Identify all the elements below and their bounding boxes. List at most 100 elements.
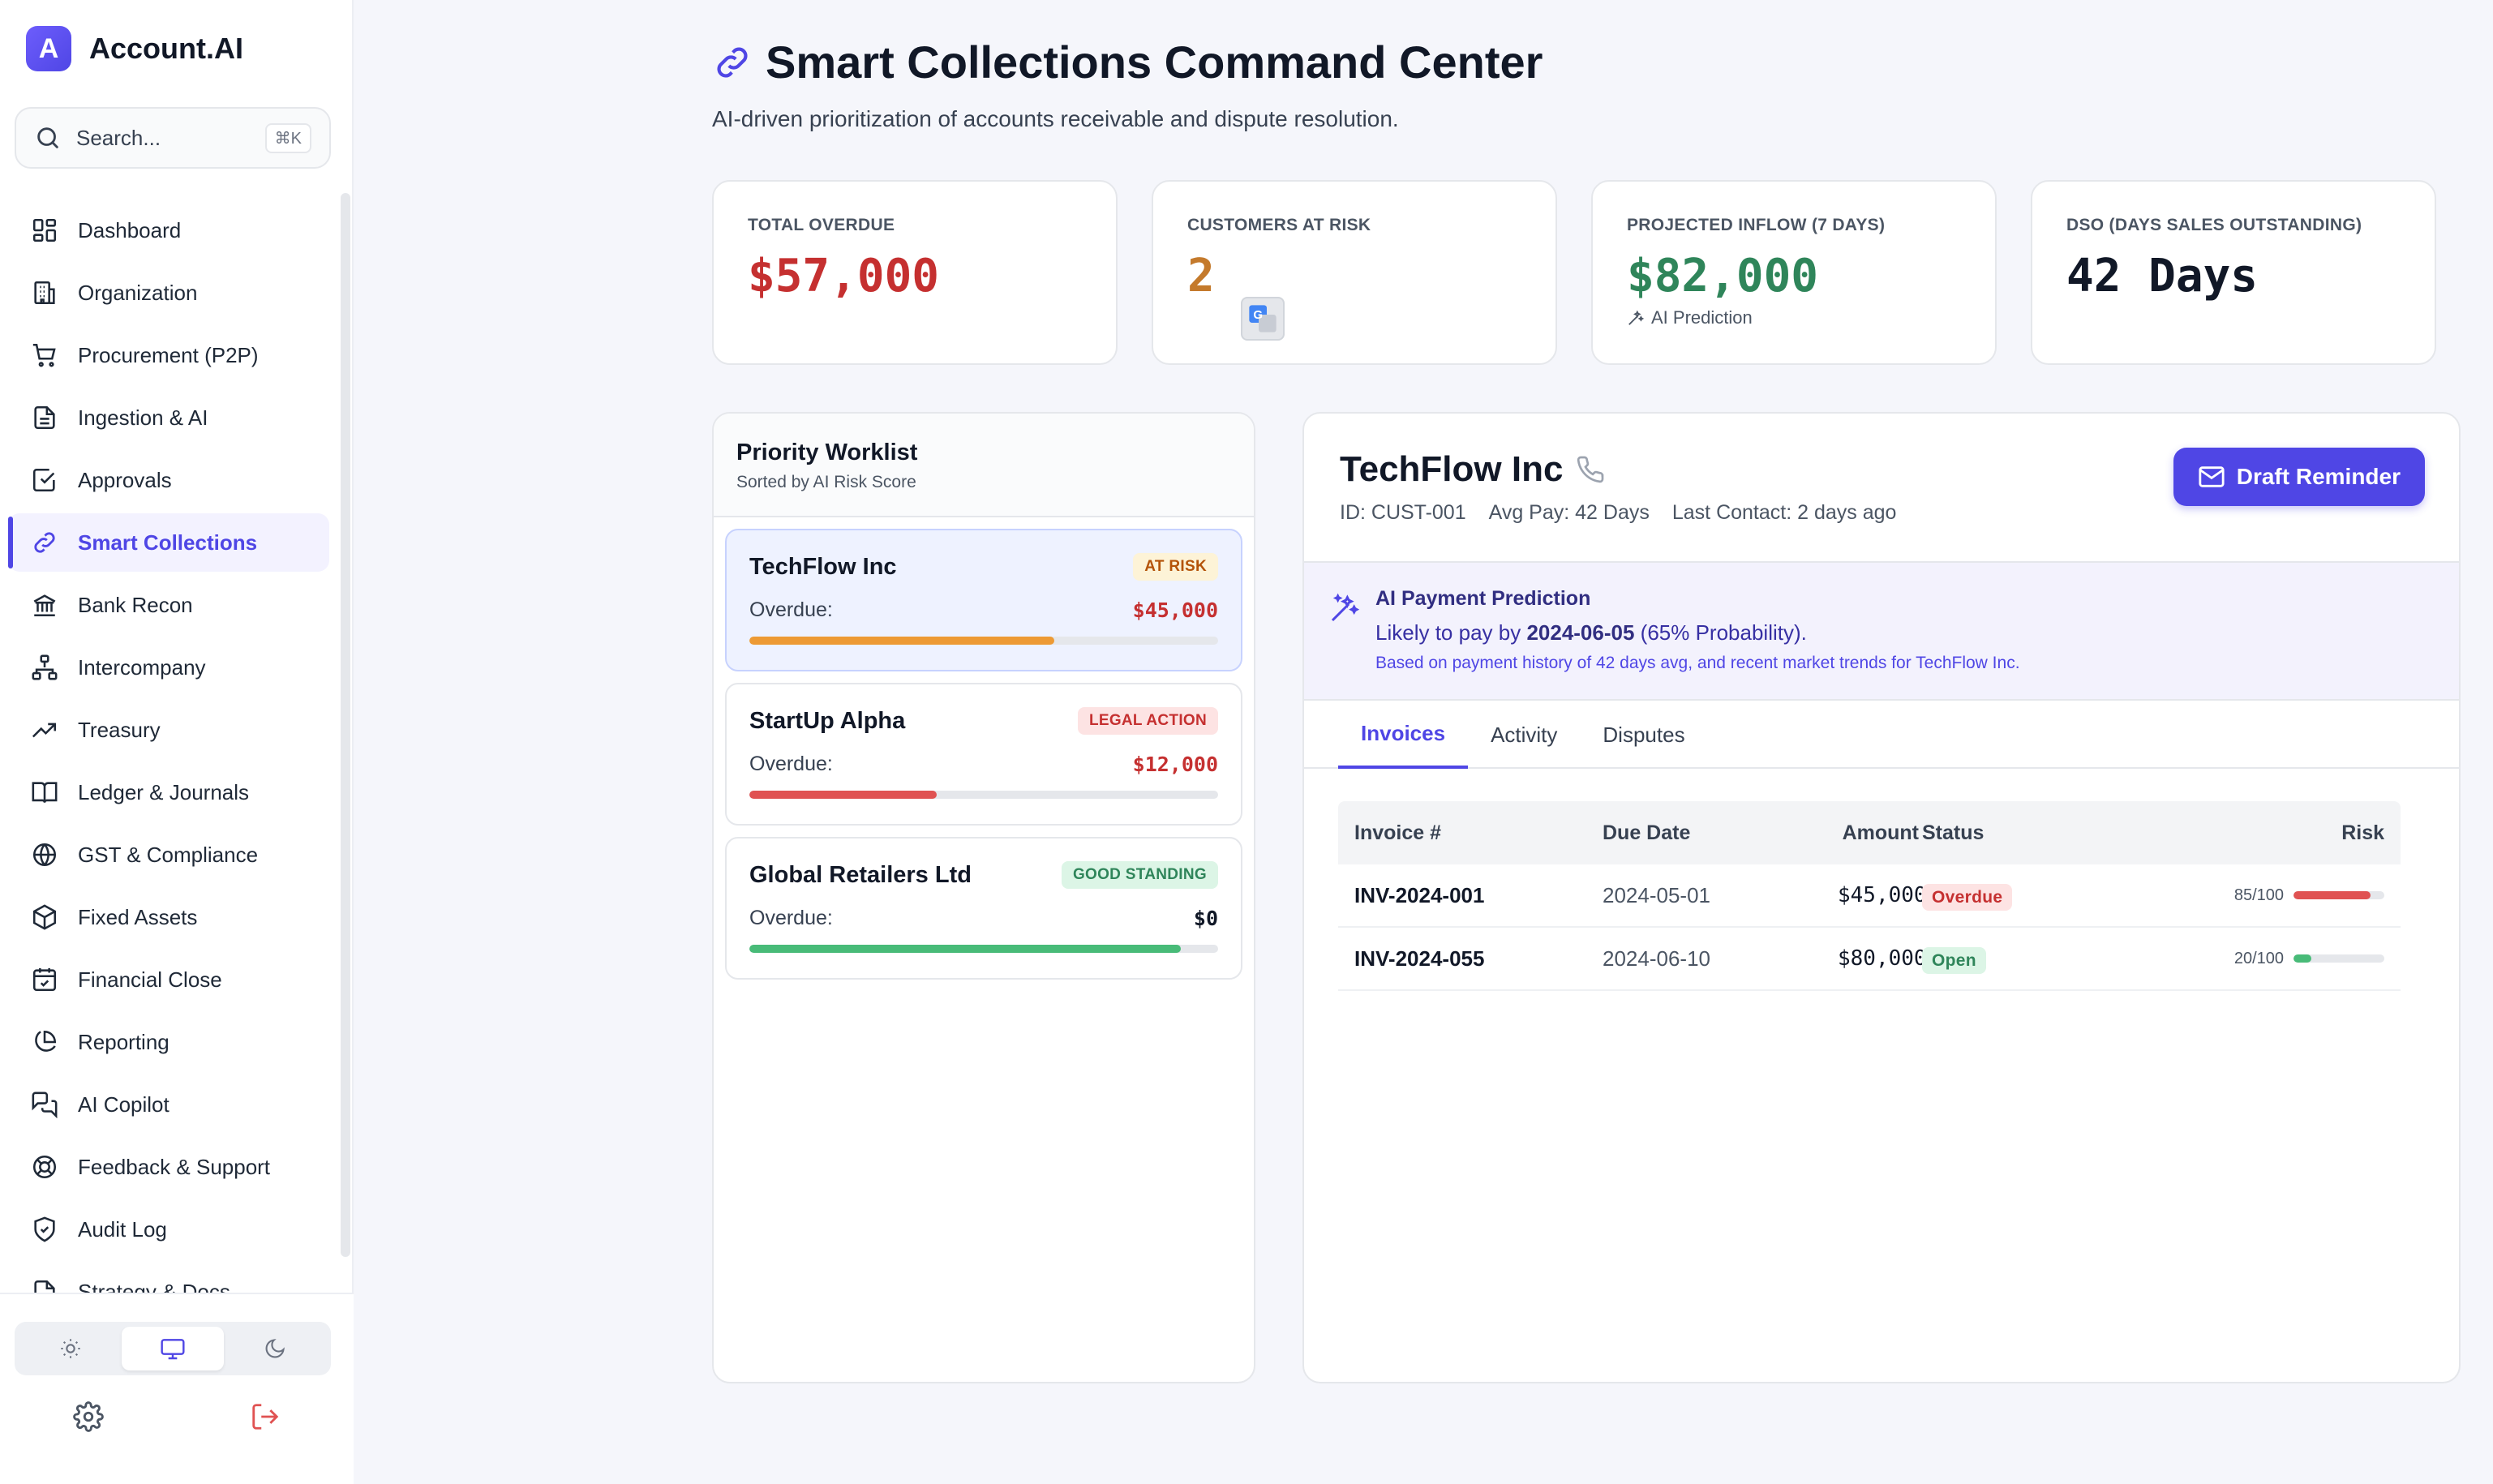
stat-value: $57,000 xyxy=(748,250,940,302)
settings-gear-icon[interactable] xyxy=(73,1401,104,1432)
sidebar-item-reporting[interactable]: Reporting xyxy=(8,1013,329,1071)
customer-last-contact: Last Contact: 2 days ago xyxy=(1671,501,1897,524)
sidebar-item-approvals[interactable]: Approvals xyxy=(8,451,329,509)
stat-label: TOTAL OVERDUE xyxy=(748,216,895,234)
sidebar-item-financial-close[interactable]: Financial Close xyxy=(8,950,329,1009)
theme-switch xyxy=(15,1322,331,1375)
risk-fill xyxy=(2293,954,2312,963)
invoice-number: INV-2024-001 xyxy=(1354,882,1485,907)
sidebar-item-ingestion[interactable]: Ingestion & AI xyxy=(8,388,329,447)
col-invoice: Invoice # xyxy=(1354,821,1441,844)
translate-icon[interactable]: G xyxy=(1241,297,1285,341)
sidebar-item-organization[interactable]: Organization xyxy=(8,264,329,322)
calendar-check-icon xyxy=(32,967,57,992)
google-translate-glyph: G xyxy=(1249,305,1277,332)
book-open-icon xyxy=(32,782,58,803)
theme-dark-button[interactable] xyxy=(224,1327,326,1370)
phone-icon[interactable] xyxy=(1576,455,1605,484)
ai-prediction-box: AI Payment Prediction Likely to pay by 2… xyxy=(1304,561,2459,701)
customer-name: TechFlow Inc xyxy=(749,553,897,580)
sidebar: A Account.AI Search... ⌘K Dashboard Orga… xyxy=(0,0,354,1484)
stat-customers-at-risk: CUSTOMERS AT RISK 2 G xyxy=(1152,180,1557,365)
sidebar-item-ledger[interactable]: Ledger & Journals xyxy=(8,763,329,821)
risk-bar xyxy=(2293,891,2384,899)
brand-logo: A xyxy=(26,26,71,71)
progress-fill xyxy=(749,945,1181,953)
sidebar-item-label: Ledger & Journals xyxy=(78,779,250,804)
tab-disputes[interactable]: Disputes xyxy=(1603,722,1685,747)
worklist-item[interactable]: StartUp Alpha LEGAL ACTION Overdue: $12,… xyxy=(725,683,1242,826)
sidebar-item-strategy[interactable]: Strategy & Docs xyxy=(8,1263,329,1296)
globe-icon xyxy=(32,843,57,867)
stat-label: PROJECTED INFLOW (7 DAYS) xyxy=(1627,216,1886,234)
page-title: Smart Collections Command Center xyxy=(712,36,1543,88)
sidebar-scrollbar[interactable] xyxy=(341,193,350,1257)
stat-sub-text: AI Prediction xyxy=(1651,307,1753,328)
invoice-amount: $45,000 xyxy=(1838,883,1927,907)
worklist-item[interactable]: Global Retailers Ltd GOOD STANDING Overd… xyxy=(725,837,1242,980)
moon-icon xyxy=(265,1339,285,1358)
sidebar-item-label: Strategy & Docs xyxy=(78,1279,230,1297)
building-icon xyxy=(34,281,55,305)
box-icon xyxy=(32,904,57,930)
sidebar-item-audit-log[interactable]: Audit Log xyxy=(8,1200,329,1259)
sidebar-item-feedback[interactable]: Feedback & Support xyxy=(8,1138,329,1196)
search-input[interactable]: Search... ⌘K xyxy=(15,107,331,169)
theme-light-button[interactable] xyxy=(19,1327,122,1370)
check-square-icon xyxy=(32,468,55,492)
tabs-divider xyxy=(1304,767,2459,769)
sidebar-item-label: Smart Collections xyxy=(78,530,258,555)
worklist-item[interactable]: TechFlow Inc AT RISK Overdue: $45,000 xyxy=(725,529,1242,671)
draft-reminder-label: Draft Reminder xyxy=(2236,464,2401,489)
bank-icon xyxy=(33,594,56,617)
mail-icon xyxy=(2199,466,2225,487)
table-header: Invoice # Due Date Amount Status Risk xyxy=(1338,801,2401,864)
shield-check-icon xyxy=(34,1216,55,1242)
stat-value: 2 xyxy=(1187,250,1215,302)
invoice-number: INV-2024-055 xyxy=(1354,946,1485,971)
stat-value: $82,000 xyxy=(1627,250,1819,302)
network-icon xyxy=(32,654,58,680)
col-risk: Risk xyxy=(2341,821,2384,844)
status-badge: GOOD STANDING xyxy=(1061,861,1218,889)
sidebar-item-treasury[interactable]: Treasury xyxy=(8,701,329,759)
customer-meta: ID: CUST-001 Avg Pay: 42 Days Last Conta… xyxy=(1340,501,1896,525)
sidebar-item-label: Bank Recon xyxy=(78,592,193,617)
sidebar-item-fixed-assets[interactable]: Fixed Assets xyxy=(8,888,329,946)
sidebar-item-procurement[interactable]: Procurement (P2P) xyxy=(8,326,329,384)
risk-progress-bar xyxy=(749,637,1218,645)
sidebar-nav: Dashboard Organization Procurement (P2P)… xyxy=(8,201,329,1296)
customer-detail-panel: TechFlow Inc ID: CUST-001 Avg Pay: 42 Da… xyxy=(1302,412,2461,1383)
sidebar-item-intercompany[interactable]: Intercompany xyxy=(8,638,329,697)
invoice-status-badge: Open xyxy=(1922,946,1986,974)
brand-name: Account.AI xyxy=(89,32,244,65)
sidebar-item-ai-copilot[interactable]: AI Copilot xyxy=(8,1075,329,1134)
sidebar-footer xyxy=(0,1293,354,1484)
grid-icon xyxy=(32,218,57,242)
worklist-subtitle: Sorted by AI Risk Score xyxy=(736,473,916,491)
sidebar-item-label: Treasury xyxy=(78,717,161,742)
sidebar-item-label: Financial Close xyxy=(78,967,222,992)
search-shortcut: ⌘K xyxy=(264,122,311,153)
invoice-due-date: 2024-05-01 xyxy=(1603,882,1710,907)
invoice-amount: $80,000 xyxy=(1838,946,1927,971)
sidebar-item-gst[interactable]: GST & Compliance xyxy=(8,826,329,884)
theme-system-button[interactable] xyxy=(122,1327,224,1370)
brand[interactable]: A Account.AI xyxy=(26,26,243,71)
page-subtitle: AI-driven prioritization of accounts rec… xyxy=(712,106,1399,131)
stat-label: CUSTOMERS AT RISK xyxy=(1187,216,1371,234)
sidebar-item-smart-collections[interactable]: Smart Collections xyxy=(8,513,329,572)
sidebar-item-dashboard[interactable]: Dashboard xyxy=(8,201,329,259)
table-row[interactable]: INV-2024-055 2024-06-10 $80,000 Open 20/… xyxy=(1338,928,2401,991)
main-content: Smart Collections Command Center AI-driv… xyxy=(354,0,2493,1484)
tab-activity[interactable]: Activity xyxy=(1491,722,1558,747)
tab-invoices[interactable]: Invoices xyxy=(1338,701,1469,769)
sidebar-item-bank-recon[interactable]: Bank Recon xyxy=(8,576,329,634)
progress-fill xyxy=(749,637,1054,645)
logout-icon[interactable] xyxy=(250,1401,281,1432)
table-row[interactable]: INV-2024-001 2024-05-01 $45,000 Overdue … xyxy=(1338,864,2401,928)
sidebar-actions xyxy=(0,1401,354,1432)
draft-reminder-button[interactable]: Draft Reminder xyxy=(2173,448,2425,506)
stat-projected-inflow: PROJECTED INFLOW (7 DAYS) $82,000 AI Pre… xyxy=(1591,180,1997,365)
overdue-amount: $12,000 xyxy=(1132,753,1218,776)
